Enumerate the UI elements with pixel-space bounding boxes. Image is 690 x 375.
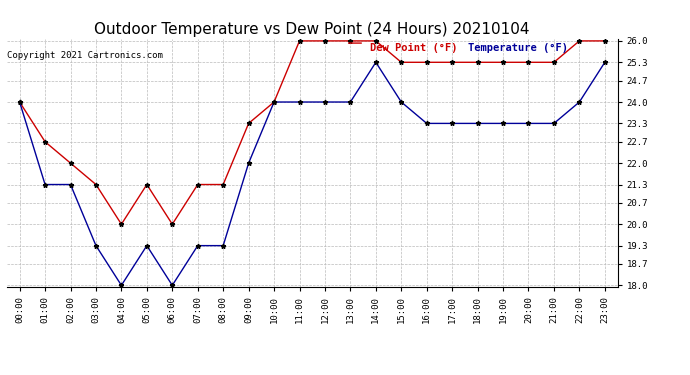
Text: Dew Point (°F): Dew Point (°F) [371,43,457,53]
Text: Temperature (°F): Temperature (°F) [468,43,568,53]
Text: Copyright 2021 Cartronics.com: Copyright 2021 Cartronics.com [7,51,163,60]
Title: Outdoor Temperature vs Dew Point (24 Hours) 20210104: Outdoor Temperature vs Dew Point (24 Hou… [95,22,530,37]
